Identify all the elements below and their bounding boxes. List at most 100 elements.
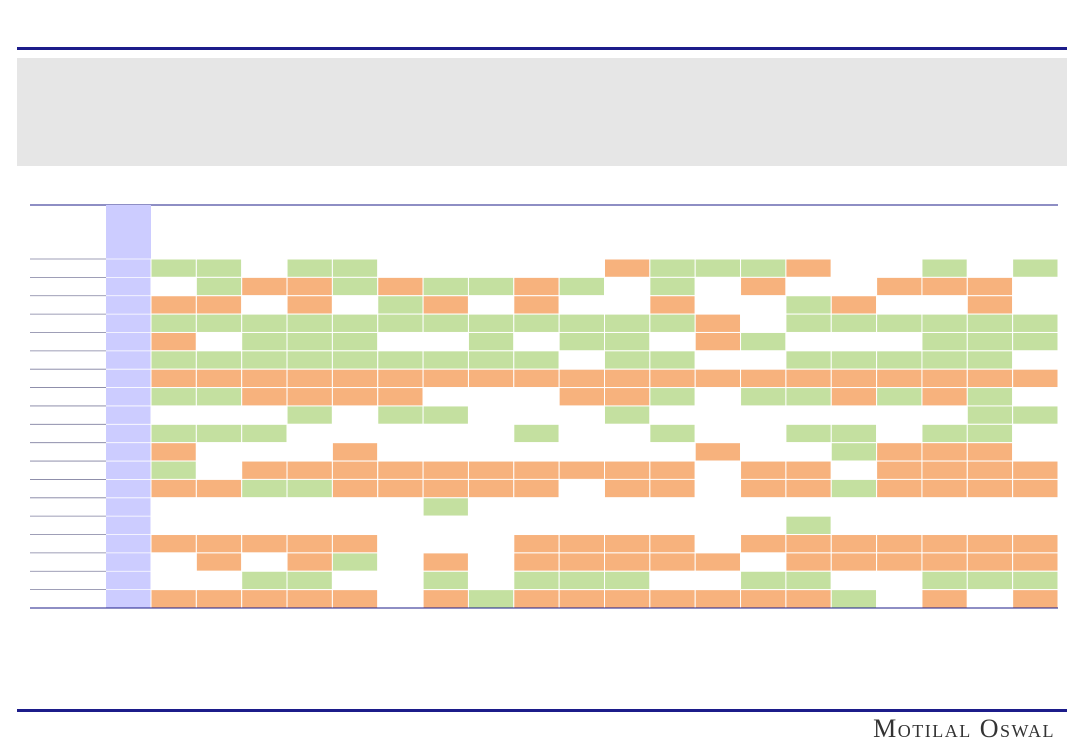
- cell: [649, 405, 696, 425]
- cell: [921, 460, 968, 480]
- cell: [649, 497, 696, 517]
- cell: [331, 295, 379, 315]
- cell: [150, 313, 197, 333]
- cell: [921, 515, 968, 536]
- cell: [785, 258, 832, 278]
- cell: [694, 515, 742, 536]
- cell: [286, 276, 333, 297]
- cell: [467, 313, 515, 333]
- cell: [649, 313, 696, 333]
- cell: [830, 534, 878, 554]
- cell: [513, 497, 560, 517]
- cell: [558, 478, 606, 499]
- cell: [830, 442, 878, 462]
- cell: [286, 478, 333, 499]
- cell: [422, 497, 469, 517]
- cell: [740, 295, 787, 315]
- cell: [966, 497, 1014, 517]
- cell: [649, 478, 696, 499]
- cell: [785, 515, 832, 536]
- cell: [604, 589, 651, 609]
- cell: [286, 570, 333, 591]
- cell: [876, 552, 923, 572]
- cell: [830, 295, 878, 315]
- cell: [558, 552, 606, 572]
- cell: [377, 570, 424, 591]
- cell: [377, 497, 424, 517]
- cell: [467, 423, 515, 444]
- cell: [740, 478, 787, 499]
- cell: [1012, 478, 1059, 499]
- cell: [785, 478, 832, 499]
- cell: [876, 460, 923, 480]
- cell: [694, 552, 742, 572]
- cell: [331, 258, 379, 278]
- cell: [331, 534, 379, 554]
- cell: [286, 442, 333, 462]
- cell: [286, 534, 333, 554]
- cell: [422, 331, 469, 352]
- cell: [558, 442, 606, 462]
- cell: [513, 313, 560, 333]
- cell: [377, 368, 424, 389]
- cell: [604, 423, 651, 444]
- cell: [694, 276, 742, 297]
- cell: [377, 387, 424, 407]
- cell: [422, 258, 469, 278]
- cell: [467, 534, 515, 554]
- cell: [467, 276, 515, 297]
- cell: [830, 350, 878, 370]
- cell: [150, 478, 197, 499]
- cell: [1012, 442, 1059, 462]
- cell: [558, 350, 606, 370]
- cell: [286, 331, 333, 352]
- cell: [785, 295, 832, 315]
- cell: [649, 552, 696, 572]
- cell: [195, 497, 243, 517]
- cell: [740, 589, 787, 609]
- cell: [150, 387, 197, 407]
- cell: [558, 534, 606, 554]
- cell: [830, 460, 878, 480]
- top-rule: [17, 47, 1067, 50]
- cell: [241, 276, 288, 297]
- cell: [966, 460, 1014, 480]
- cell: [195, 387, 243, 407]
- cell: [649, 534, 696, 554]
- cell: [377, 313, 424, 333]
- cell: [830, 331, 878, 352]
- cell: [649, 423, 696, 444]
- cell: [513, 276, 560, 297]
- cell: [150, 570, 197, 591]
- cell: [830, 313, 878, 333]
- cell: [558, 589, 606, 609]
- cell: [876, 313, 923, 333]
- cell: [830, 570, 878, 591]
- cell: [1012, 313, 1059, 333]
- cell: [876, 515, 923, 536]
- cell: [241, 478, 288, 499]
- cell: [286, 515, 333, 536]
- cell: [649, 515, 696, 536]
- cell: [286, 368, 333, 389]
- cell: [331, 478, 379, 499]
- cell: [195, 570, 243, 591]
- cell: [150, 442, 197, 462]
- cell: [604, 442, 651, 462]
- cell: [921, 478, 968, 499]
- cell: [377, 442, 424, 462]
- cell: [1012, 258, 1059, 278]
- cell: [331, 331, 379, 352]
- cell: [241, 589, 288, 609]
- cell: [331, 276, 379, 297]
- cell: [513, 589, 560, 609]
- cell: [467, 331, 515, 352]
- cell: [966, 423, 1014, 444]
- cell: [377, 331, 424, 352]
- cell: [740, 258, 787, 278]
- cell: [513, 534, 560, 554]
- cell: [195, 515, 243, 536]
- cell: [785, 460, 832, 480]
- cell: [966, 570, 1014, 591]
- cell: [513, 423, 560, 444]
